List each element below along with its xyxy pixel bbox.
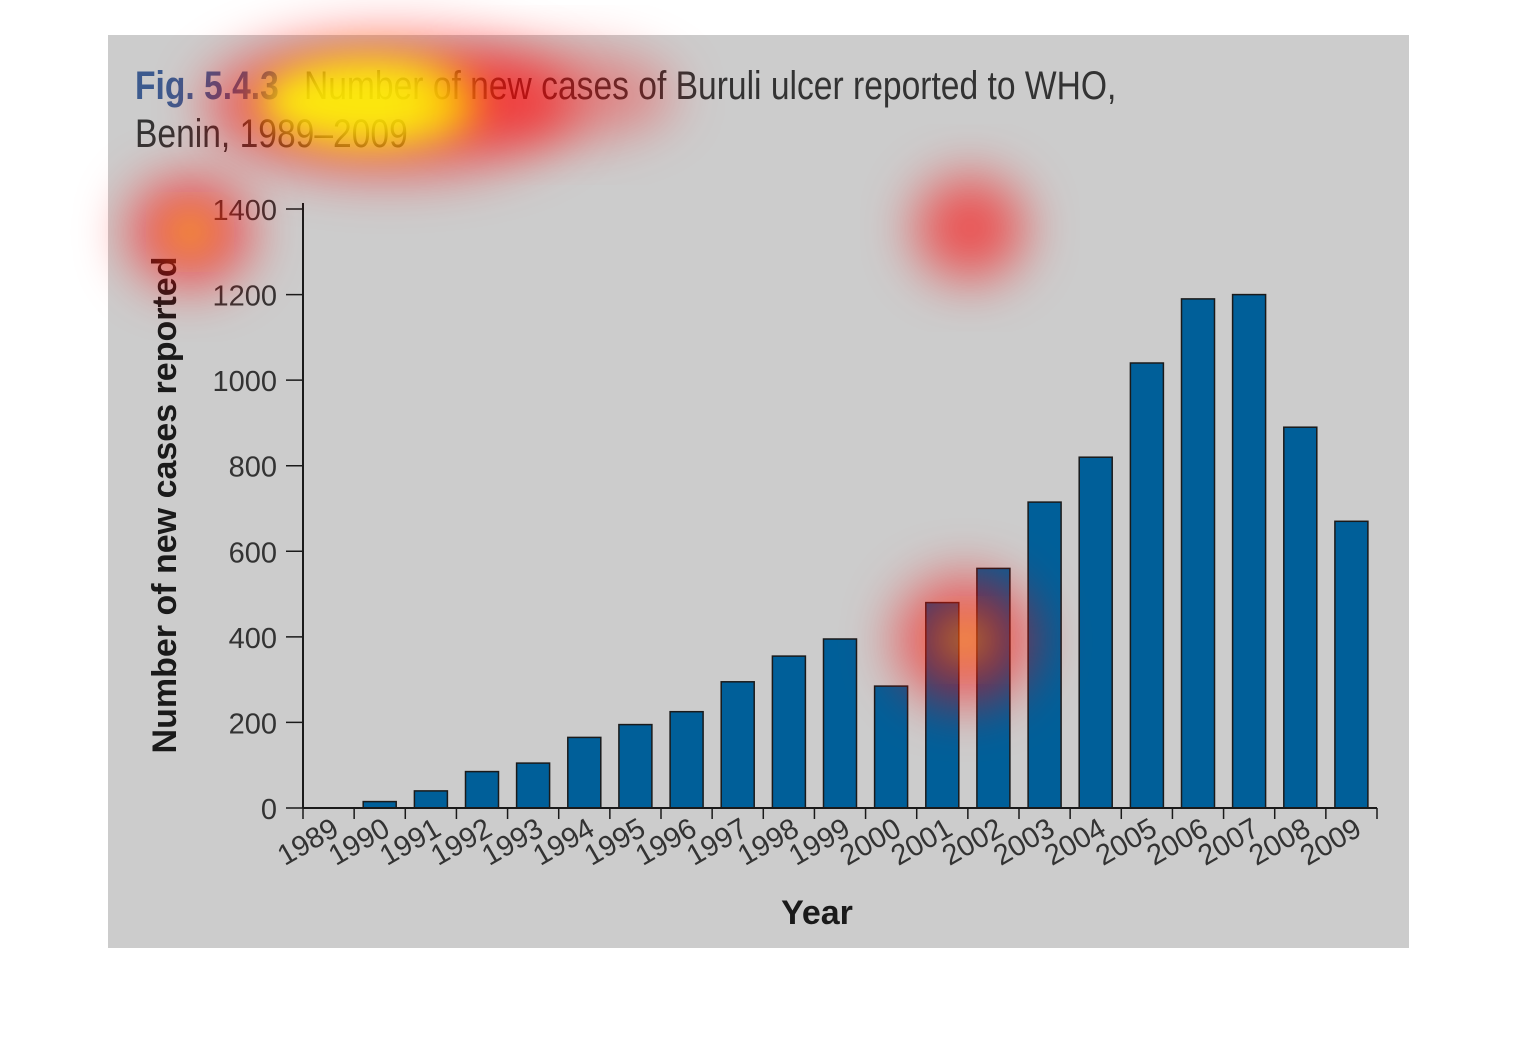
x-tick-label-2009: 2009 xyxy=(1295,812,1367,872)
y-tick-label-400: 400 xyxy=(229,623,277,655)
bar-2009 xyxy=(1334,520,1369,809)
bar-2003 xyxy=(1027,501,1062,809)
bar-2008 xyxy=(1283,426,1318,809)
y-tick-label-1400: 1400 xyxy=(212,195,277,227)
bar-1997 xyxy=(720,681,755,809)
bar-2007 xyxy=(1231,293,1267,809)
bar-2002 xyxy=(976,567,1011,809)
bar-1992 xyxy=(464,770,500,809)
y-tick-label-800: 800 xyxy=(229,452,277,484)
bar-1999 xyxy=(822,638,858,809)
x-axis-title: Year xyxy=(781,894,853,932)
bar-2004 xyxy=(1078,456,1113,809)
y-tick-label-0: 0 xyxy=(261,794,277,826)
bar-2006 xyxy=(1180,298,1216,809)
bar-1991 xyxy=(413,790,449,809)
y-tick-label-200: 200 xyxy=(229,708,277,740)
bars-group xyxy=(362,293,1369,809)
y-axis-title: Number of new cases reported xyxy=(146,257,184,754)
y-tick-label-600: 600 xyxy=(229,537,277,569)
bar-2000 xyxy=(873,685,909,809)
bar-1994 xyxy=(567,736,602,809)
y-tick-label-1000: 1000 xyxy=(212,366,277,398)
bar-2005 xyxy=(1129,362,1165,809)
bar-1993 xyxy=(515,762,551,809)
y-tick-label-1200: 1200 xyxy=(212,281,277,313)
bar-1998 xyxy=(771,655,807,809)
bar-1996 xyxy=(669,710,704,809)
bar-1995 xyxy=(618,723,653,809)
bar-2001 xyxy=(925,601,960,809)
